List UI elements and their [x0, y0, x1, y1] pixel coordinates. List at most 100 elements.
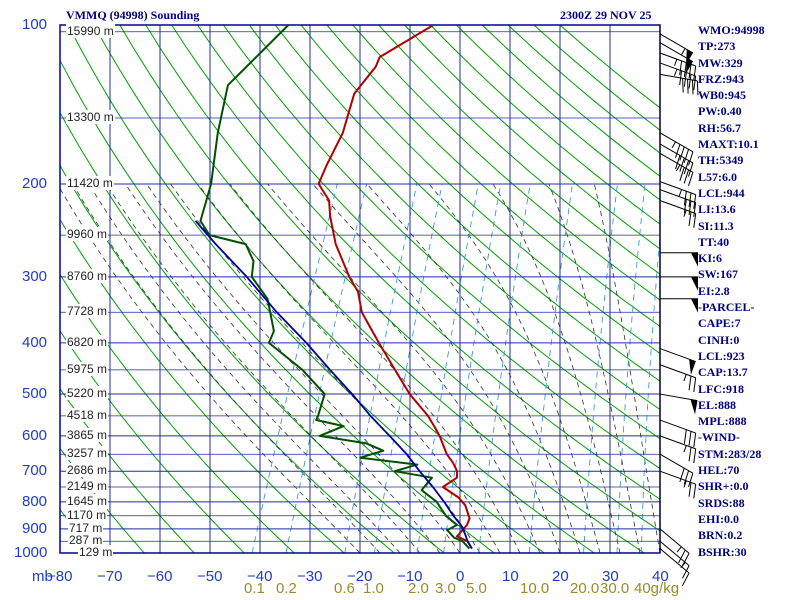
wind-barb-staff	[659, 453, 694, 474]
stat-row: RH:56.7	[698, 120, 741, 135]
wind-barb-flag	[681, 572, 690, 586]
mixing-ratio-label: 0.2	[276, 580, 297, 597]
height-label: 1645 m	[66, 494, 109, 508]
stat-row: L57:6.0	[698, 169, 737, 184]
stat-row: FRZ:943	[698, 71, 744, 86]
wind-barb-flag	[687, 79, 689, 94]
sounding-traces	[194, 25, 473, 550]
pressure-tick-label: 100	[22, 16, 48, 33]
stat-row: CAPE:7	[698, 316, 741, 331]
mixing-ratio-label: 0.1	[244, 580, 265, 597]
pressure-tick-label: 800	[22, 493, 48, 510]
wind-barb-staff	[659, 540, 690, 567]
wind-barb-flag	[679, 468, 685, 482]
wind-barb-half-flag	[675, 164, 681, 172]
temperature-tick-label: −70	[97, 568, 123, 585]
mixing-ratio-line	[528, 183, 573, 553]
height-label: 717 m	[68, 521, 104, 535]
wind-barb-flag	[688, 162, 694, 177]
wind-barb	[659, 470, 697, 499]
pressure-tick-label: 700	[22, 462, 48, 479]
wind-barb	[659, 42, 694, 74]
wind-barb-staff	[659, 62, 696, 77]
temperature-tick-label: −40	[247, 568, 273, 585]
wind-barb	[659, 435, 697, 464]
wind-barb-half-flag	[683, 209, 687, 217]
wind-barb	[659, 73, 699, 96]
dewpoint-trace	[199, 25, 471, 550]
height-label: 13300 m	[66, 110, 115, 124]
pressure-tick-label: 200	[22, 175, 48, 192]
wind-barb-flag	[688, 473, 694, 487]
wind-barb	[659, 189, 697, 217]
wind-barb-flag	[688, 74, 692, 89]
wind-barb-staff	[659, 548, 690, 574]
stat-row: WMO:94998	[698, 23, 765, 37]
wind-barb-flag	[688, 482, 692, 497]
wind-barb	[660, 298, 698, 313]
temperature-tick-label: −20	[347, 568, 373, 585]
dry-adiabats	[60, 25, 660, 553]
wind-barb-half-flag	[674, 68, 678, 76]
wind-barb-flag	[683, 429, 687, 444]
temperature-tick-label: 20	[552, 568, 569, 585]
height-label: 287 m	[68, 533, 104, 547]
wind-barb	[659, 132, 694, 166]
wind-barb-staff	[659, 73, 698, 82]
wind-barb-staff	[659, 528, 690, 554]
stat-row: KI:6	[698, 251, 722, 266]
wind-barb-flag	[691, 80, 694, 95]
wind-barb-pennant	[690, 399, 698, 415]
wind-barb-pennant	[689, 359, 696, 375]
height-label: 3865 m	[66, 428, 109, 442]
mixing-ratio-line	[583, 183, 618, 553]
wind-barb-flag	[693, 202, 697, 217]
wind-barb-flag	[679, 167, 685, 182]
wind-barb-flag	[688, 172, 694, 187]
wind-barb-flag	[675, 155, 681, 170]
parcel-trace	[194, 220, 473, 550]
dry-adiabat	[67, 25, 545, 553]
mixing-ratio-line	[344, 183, 418, 553]
wind-barb-half-flag	[676, 546, 682, 553]
pressure-tick-label: 400	[22, 334, 48, 351]
stat-row: SW:167	[698, 267, 739, 282]
stat-row: HEL:70	[698, 463, 740, 478]
wind-barb-flag	[688, 151, 694, 166]
wind-barb-flag	[688, 64, 692, 79]
mixing-ratio-line	[640, 232, 660, 553]
wind-barb-flag	[696, 80, 699, 96]
mixing-ratio-label: 5.0	[466, 580, 487, 597]
pressure-tick-label: 900	[22, 520, 48, 537]
wind-barbs	[659, 33, 699, 586]
moist-adiabat	[428, 183, 601, 553]
wind-barb-flag	[693, 484, 697, 499]
wind-barb-flag	[683, 470, 690, 485]
mixing-ratio-line	[416, 183, 479, 553]
moist-adiabats	[60, 183, 660, 553]
height-label: 1170 m	[66, 508, 108, 522]
temperature-trace	[317, 25, 473, 550]
wind-barb-flag	[679, 60, 683, 76]
height-label: 7728 m	[66, 304, 109, 318]
mixing-ratio-line	[373, 183, 443, 553]
temperature-tick-label: 0	[456, 568, 465, 585]
stat-row: PW:0.40	[698, 104, 742, 119]
stat-row: SI:11.3	[698, 218, 734, 233]
stat-row: -PARCEL-	[698, 300, 755, 315]
stat-row: CAP:13.7	[698, 365, 748, 380]
height-label: 9960 m	[66, 227, 109, 241]
wind-barb-flag	[693, 432, 697, 448]
wind-barb-flag	[683, 169, 690, 184]
moist-adiabat	[146, 183, 461, 553]
wind-barb	[659, 393, 698, 415]
mixing-ratio-line	[285, 183, 368, 553]
temperature-tick-label: 10	[502, 568, 519, 585]
stat-row: BRN:0.2	[698, 528, 743, 543]
mixing-ratio-label: 30.0	[600, 580, 630, 597]
wind-barb	[659, 200, 697, 228]
wind-barb	[660, 252, 698, 267]
stat-row: TP:273	[698, 39, 736, 54]
wind-barb-staff	[659, 52, 696, 67]
